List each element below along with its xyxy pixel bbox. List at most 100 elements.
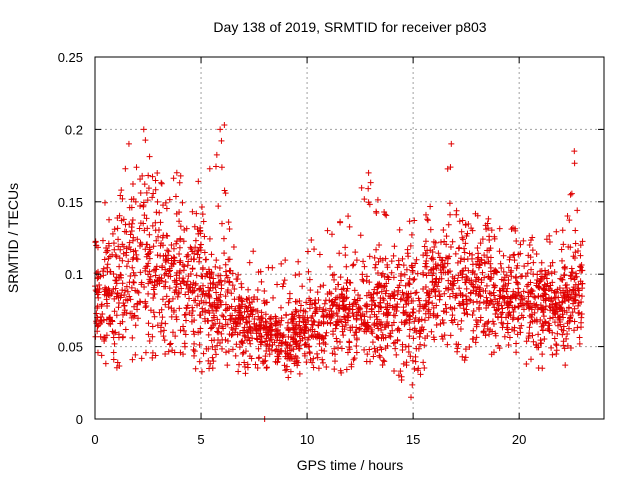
data-point	[324, 319, 331, 326]
data-point	[448, 140, 455, 147]
data-point	[560, 327, 567, 334]
data-point	[423, 252, 430, 259]
data-point	[425, 299, 432, 306]
data-point	[114, 359, 121, 366]
data-point	[320, 282, 327, 289]
data-point	[176, 244, 183, 251]
data-point	[547, 315, 554, 322]
data-point	[474, 212, 481, 219]
data-point	[281, 362, 288, 369]
data-point	[528, 304, 535, 311]
data-point	[244, 361, 251, 368]
data-point	[477, 240, 484, 247]
data-point	[415, 295, 422, 302]
data-point	[554, 330, 561, 337]
data-point	[379, 361, 386, 368]
data-point	[561, 345, 568, 352]
data-point	[487, 245, 494, 252]
data-point	[171, 257, 178, 264]
data-point	[356, 306, 363, 313]
data-point	[191, 352, 198, 359]
data-point	[440, 226, 447, 233]
data-point	[231, 307, 238, 314]
data-point	[312, 296, 319, 303]
data-point	[486, 290, 493, 297]
data-point	[206, 299, 213, 306]
data-point	[250, 296, 257, 303]
data-point	[381, 358, 388, 365]
data-point	[460, 236, 467, 243]
x-tick-label: 0	[91, 432, 98, 447]
data-point	[125, 140, 132, 147]
data-point	[242, 370, 249, 377]
data-point	[192, 297, 199, 304]
data-point	[300, 312, 307, 319]
data-point	[196, 341, 203, 348]
data-point	[173, 169, 180, 176]
data-point	[420, 305, 427, 312]
data-point	[152, 272, 159, 279]
data-point	[334, 281, 341, 288]
data-point	[168, 242, 175, 249]
data-point	[515, 303, 522, 310]
data-point	[535, 364, 542, 371]
data-point	[548, 270, 555, 277]
data-point	[510, 314, 517, 321]
data-point	[205, 266, 212, 273]
data-point	[401, 271, 408, 278]
data-point	[453, 341, 460, 348]
data-point	[111, 226, 118, 233]
data-point	[152, 352, 159, 359]
data-point	[443, 233, 450, 240]
data-point	[158, 180, 165, 187]
data-point	[232, 352, 239, 359]
data-point	[415, 318, 422, 325]
data-point	[439, 263, 446, 270]
data-point	[224, 286, 231, 293]
data-point	[373, 333, 380, 340]
data-point	[451, 275, 458, 282]
data-point	[504, 295, 511, 302]
data-point	[508, 294, 515, 301]
data-point	[339, 328, 346, 335]
data-point	[370, 297, 377, 304]
data-point	[536, 284, 543, 291]
data-point	[398, 373, 405, 380]
data-point	[562, 282, 569, 289]
data-point	[497, 260, 504, 267]
data-point	[218, 281, 225, 288]
data-point	[345, 310, 352, 317]
data-point	[257, 333, 264, 340]
data-point	[366, 279, 373, 286]
data-point	[456, 218, 463, 225]
data-point	[526, 305, 533, 312]
data-point	[157, 242, 164, 249]
data-point	[476, 286, 483, 293]
data-point	[181, 279, 188, 286]
data-point	[143, 302, 150, 309]
data-point	[165, 348, 172, 355]
data-point	[165, 304, 172, 311]
data-point	[478, 257, 485, 264]
data-point	[333, 309, 340, 316]
data-point	[564, 320, 571, 327]
data-point	[244, 319, 251, 326]
data-point	[123, 263, 130, 270]
data-point	[236, 294, 243, 301]
data-point	[559, 257, 566, 264]
data-point	[444, 165, 451, 172]
data-point	[243, 314, 250, 321]
data-point	[215, 203, 222, 210]
data-point	[486, 331, 493, 338]
data-point	[368, 301, 375, 308]
data-point	[486, 237, 493, 244]
data-point	[572, 297, 579, 304]
data-point	[257, 325, 264, 332]
data-point	[437, 320, 444, 327]
data-point	[328, 308, 335, 315]
chart-title: Day 138 of 2019, SRMTID for receiver p80…	[213, 19, 486, 35]
data-point	[496, 248, 503, 255]
data-point	[312, 309, 319, 316]
data-point	[436, 254, 443, 261]
data-point	[105, 285, 112, 292]
